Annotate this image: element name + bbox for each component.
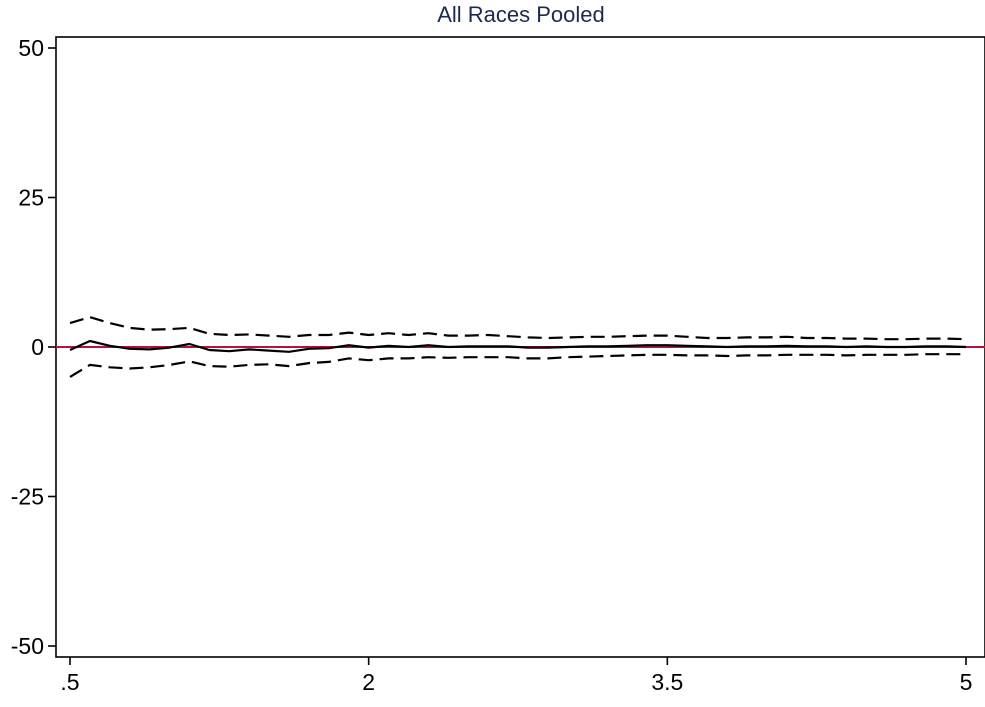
upper-bound-dashed-line xyxy=(69,316,967,341)
y-tick-label: 50 xyxy=(18,35,44,61)
y-tick-label: 0 xyxy=(31,334,44,360)
y-axis: 50 25 0 -25 -50 xyxy=(11,35,56,659)
series-layer xyxy=(69,316,967,378)
estimate-solid-line xyxy=(69,339,967,353)
x-tick-label: 2 xyxy=(362,669,375,695)
x-tick-label: 3.5 xyxy=(651,669,683,695)
x-tick-label: 5 xyxy=(960,669,973,695)
y-tick-label: -25 xyxy=(11,484,44,510)
x-tick-label: .5 xyxy=(60,669,79,695)
chart-title: All Races Pooled xyxy=(437,2,605,27)
y-tick-label: 25 xyxy=(18,185,44,211)
x-axis: .5 2 3.5 5 xyxy=(60,657,972,695)
y-tick-label: -50 xyxy=(11,633,44,659)
lower-bound-dashed-line xyxy=(69,353,966,378)
